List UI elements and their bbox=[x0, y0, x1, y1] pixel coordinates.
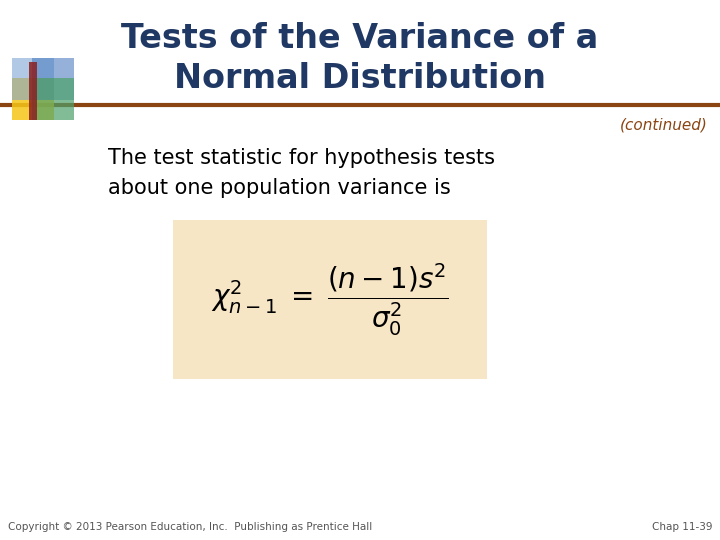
Text: $\chi^{2}_{n-1} \;=\; \dfrac{(n-1)s^{2}}{\sigma_{0}^{2}}$: $\chi^{2}_{n-1} \;=\; \dfrac{(n-1)s^{2}}… bbox=[211, 262, 449, 338]
Text: Chap 11-39: Chap 11-39 bbox=[652, 522, 712, 532]
FancyBboxPatch shape bbox=[173, 220, 487, 379]
Bar bbox=[12, 58, 54, 100]
Text: The test statistic for hypothesis tests: The test statistic for hypothesis tests bbox=[108, 148, 495, 168]
Bar bbox=[32, 78, 74, 120]
Bar bbox=[29, 62, 37, 120]
Bar bbox=[32, 58, 74, 100]
Text: about one population variance is: about one population variance is bbox=[108, 178, 451, 198]
Text: Copyright © 2013 Pearson Education, Inc.  Publishing as Prentice Hall: Copyright © 2013 Pearson Education, Inc.… bbox=[8, 522, 372, 532]
Bar bbox=[12, 78, 54, 120]
Text: Normal Distribution: Normal Distribution bbox=[174, 62, 546, 94]
Text: Tests of the Variance of a: Tests of the Variance of a bbox=[122, 22, 598, 55]
Text: (continued): (continued) bbox=[620, 118, 708, 133]
